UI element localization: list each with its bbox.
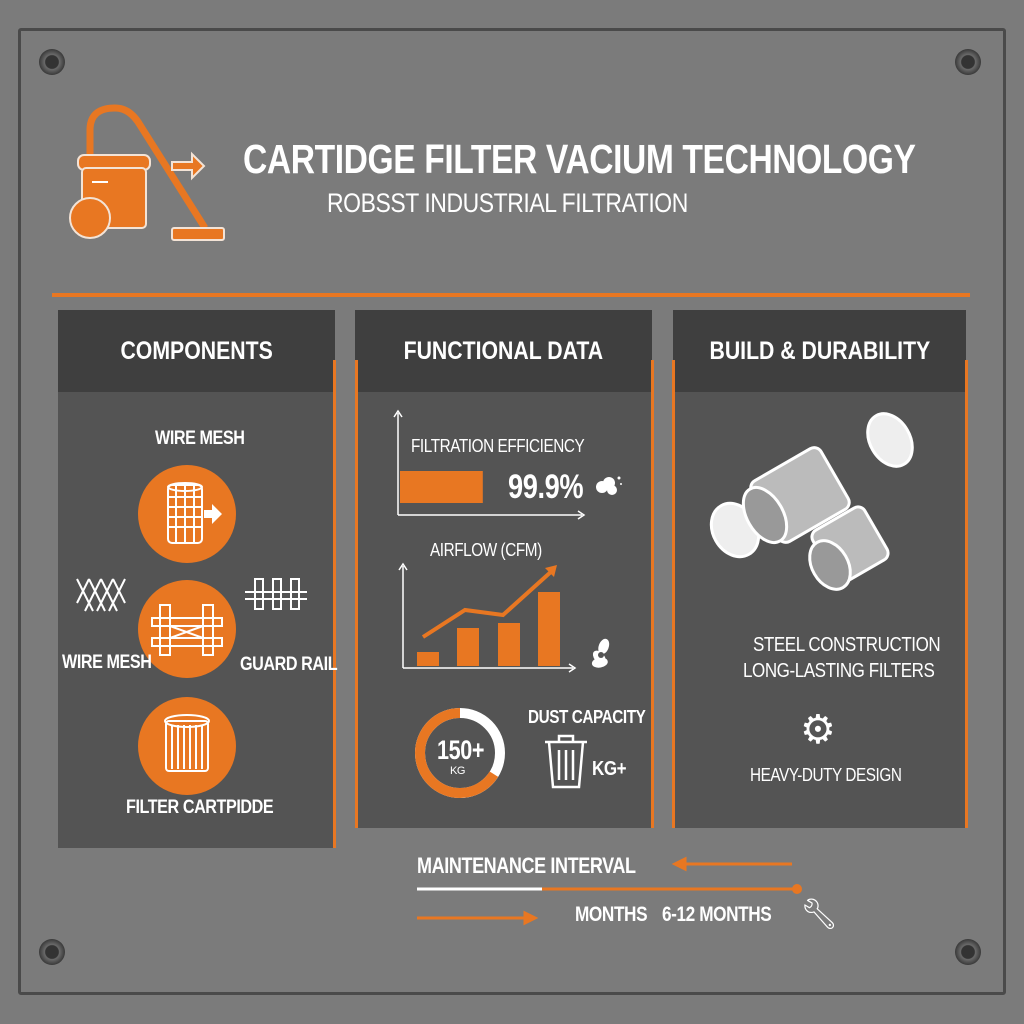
functional-title: FUNCTIONAL DATA [403,336,604,365]
filter-cartridge-label: FILTER CARTPIDDE [126,797,274,818]
accent-line [651,360,654,828]
wire-mesh-label: WIRE MESH [62,652,152,673]
components-title: COMPONENTS [120,336,273,365]
screw-icon [955,49,981,75]
guard-rail-icon [245,578,307,610]
dust-ring-unit: KG [450,765,465,777]
efficiency-bar [400,471,483,503]
frame [18,28,1006,995]
efficiency-chart [393,409,586,520]
airflow-label: AIRFLOW (CFM) [430,540,542,560]
airflow-bar [457,628,479,666]
dust-ring-value: 150+ [437,735,485,765]
dust-capacity-ring [415,708,505,798]
months-label: MONTHS [575,903,648,926]
trash-bin-icon [545,734,587,789]
page-title: CARTIDGE FILTER VACIUM TECHNOLOGY [243,136,916,182]
filter-cartridge-icon [138,697,236,795]
dust-cloud-icon [596,476,622,495]
wire-mesh-top-label: WIRE MESH [155,428,245,449]
build-line2: LONG-LASTING FILTERS [743,660,935,682]
fan-icon [591,638,610,668]
vacuum-icon [69,104,225,241]
screw-icon [955,939,981,965]
accent-line [965,360,968,828]
trend-arrow [421,568,555,639]
wire-mesh-cartridge-icon [138,465,236,563]
wire-mesh-icon [76,578,126,612]
airflow-bar [498,623,520,666]
components-header: COMPONENTS [58,310,335,392]
screw-icon [39,49,65,75]
build-title: BUILD & DURABILITY [709,336,930,365]
filter-cartridges-illustration [709,412,914,591]
accent-line [355,360,358,828]
build-line1: STEEL CONSTRUCTION [753,634,941,656]
maintenance-timeline [417,856,802,926]
airflow-bar [538,592,560,666]
airflow-chart [398,562,577,673]
accent-line [333,360,336,848]
guard-rail-mesh-icon [138,580,236,678]
page-subtitle: ROBSST INDUSTRIAL FILTRATION [327,188,688,218]
gear-icon: ⚙ [800,708,836,752]
accent-line [672,360,675,828]
interval-range: 6-12 MONTHS [662,903,772,926]
efficiency-label: FILTRATION EFFICIENCY [411,436,585,456]
ring-fill [415,708,505,798]
wrench-icon: 🔧︎ [800,898,839,931]
build-header: BUILD & DURABILITY [673,310,966,392]
dust-capacity-label: DUST CAPACITY [528,707,646,727]
maintenance-label: MAINTENANCE INTERVAL [417,853,636,878]
divider [52,293,970,297]
airflow-bar [417,652,439,666]
functional-header: FUNCTIONAL DATA [355,310,652,392]
efficiency-value: 99.9% [508,468,584,506]
dust-unit: KG+ [592,758,627,780]
screw-icon [39,939,65,965]
guard-rail-label: GUARD RAIL [240,654,338,675]
build-line3: HEAVY-DUTY DESIGN [750,765,902,785]
